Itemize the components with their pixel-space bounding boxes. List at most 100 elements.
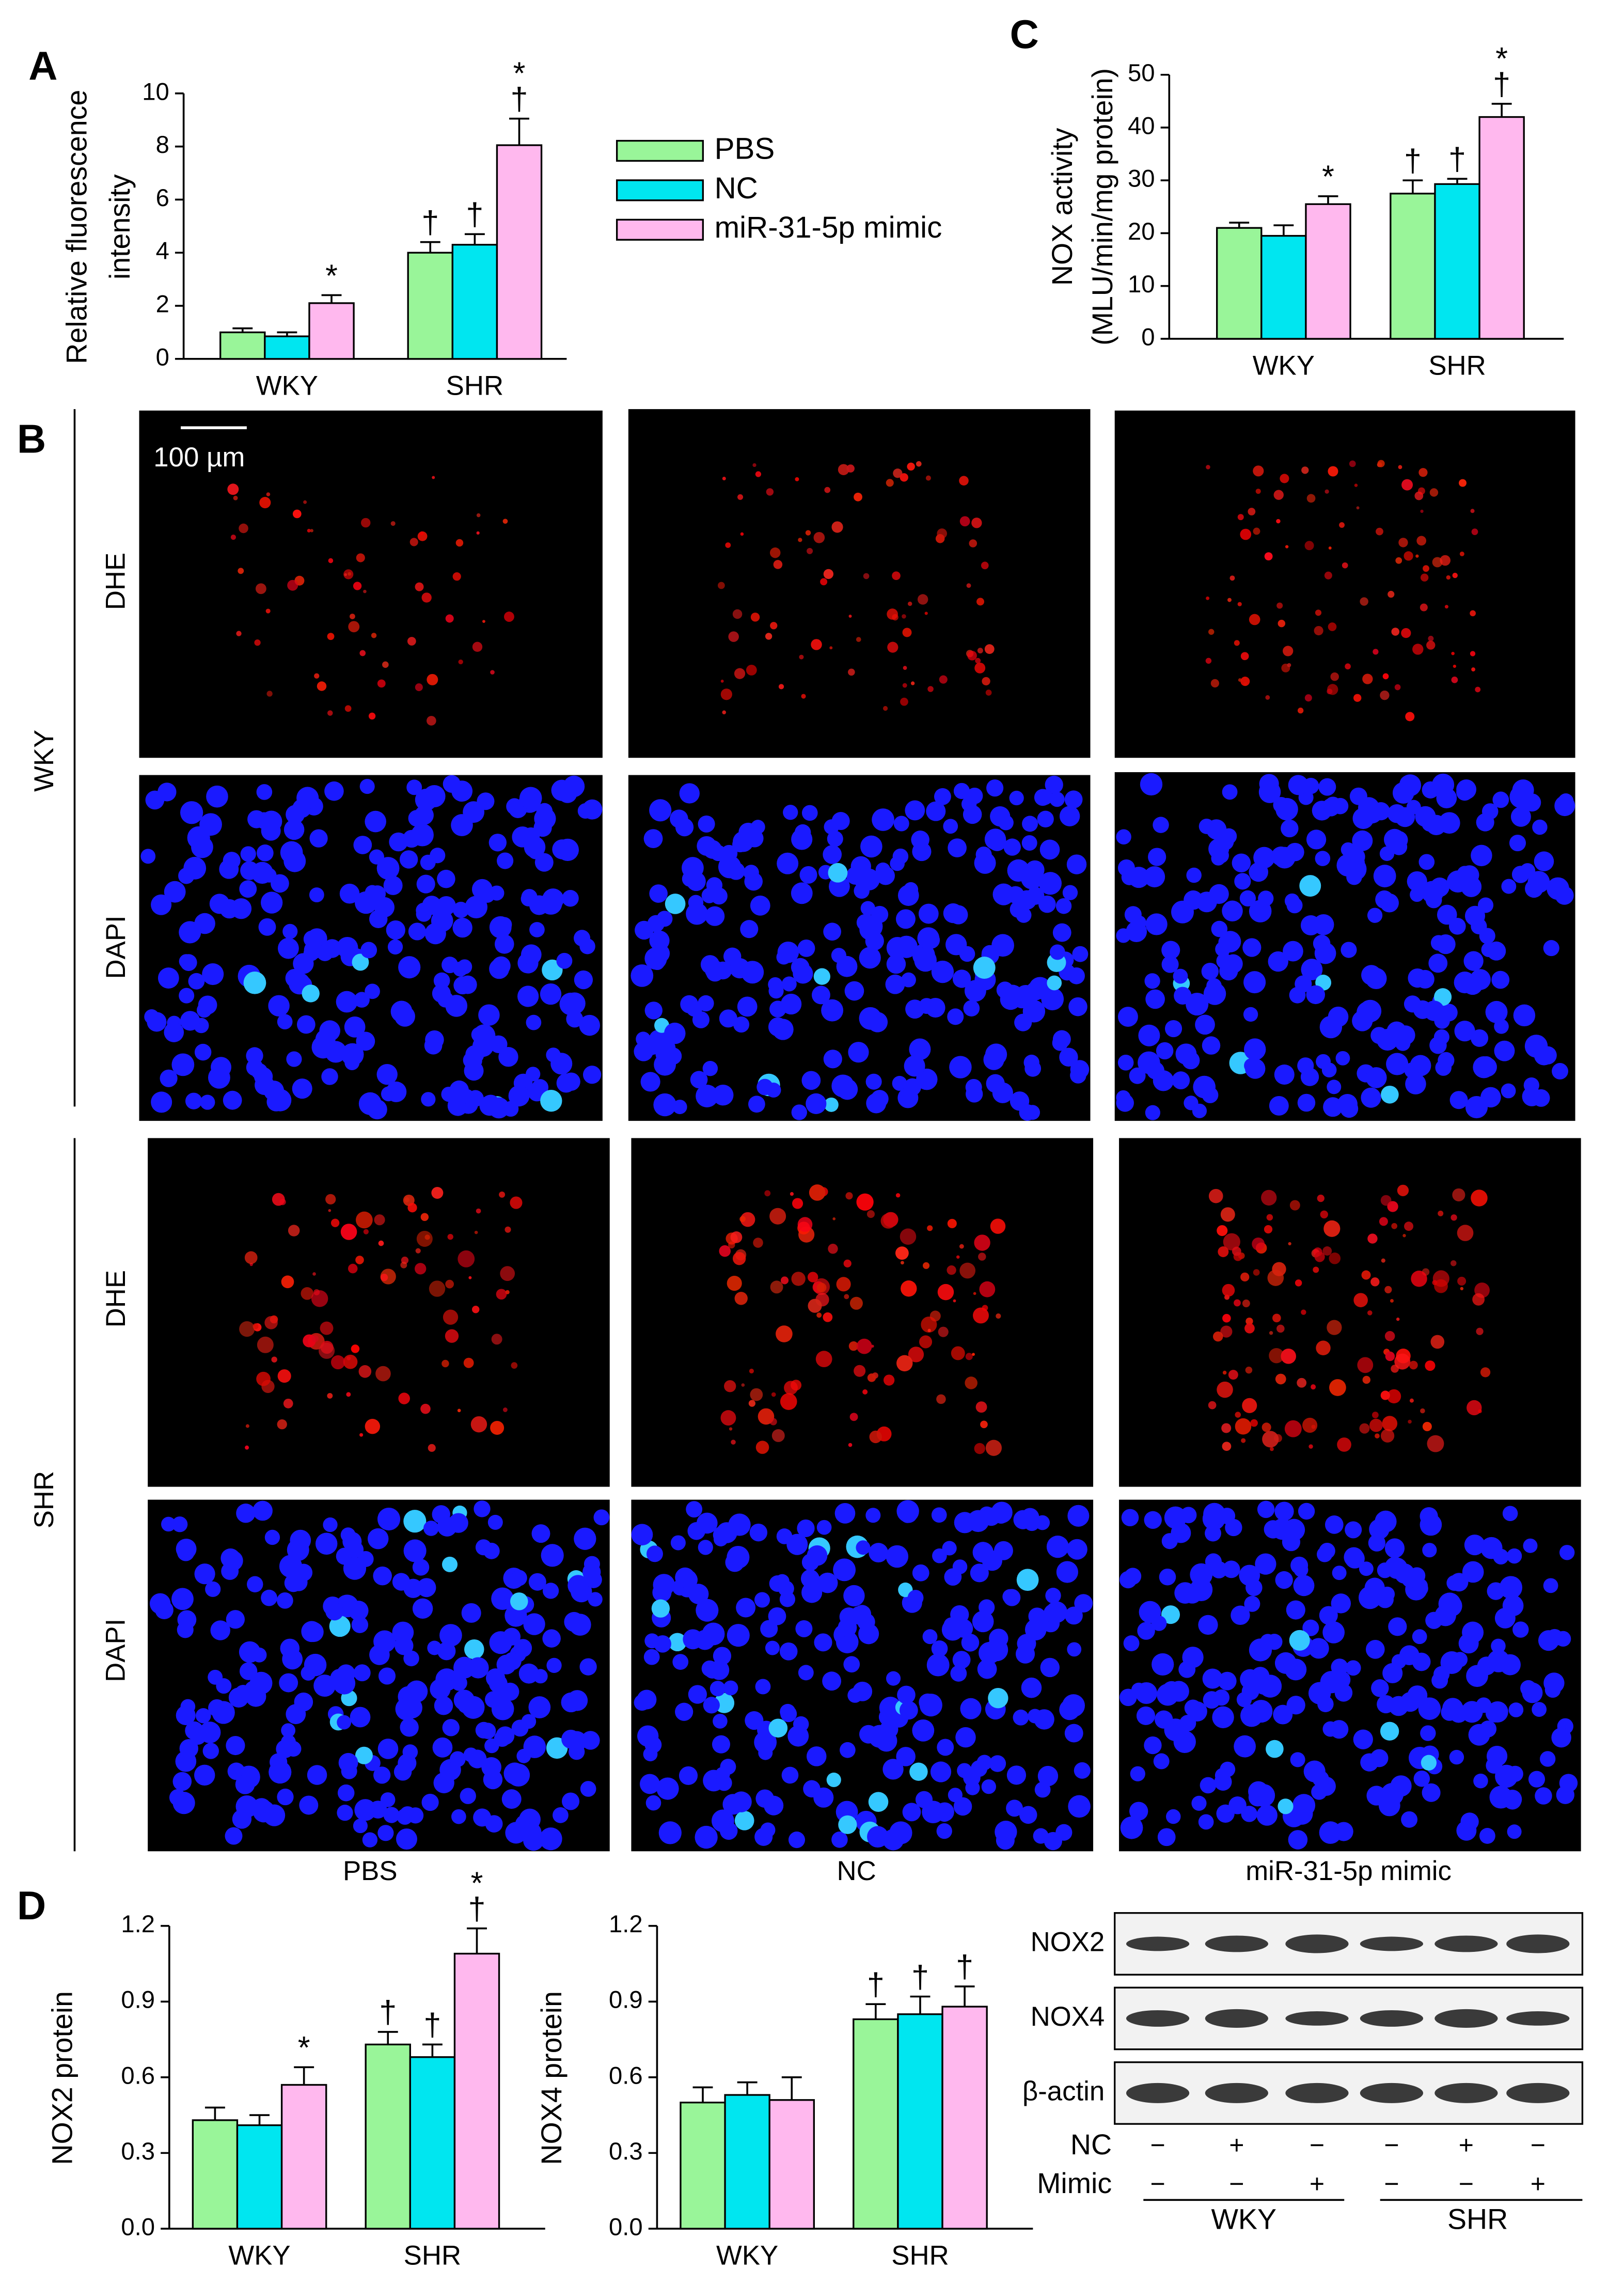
fluorescent-spot <box>1420 603 1428 612</box>
nucleus <box>399 850 418 869</box>
fluorescent-spot <box>1401 628 1411 638</box>
nucleus <box>1388 1617 1407 1636</box>
nucleus <box>579 1658 597 1676</box>
fluorescent-spot <box>1377 460 1385 467</box>
nucleus <box>1311 1783 1327 1800</box>
fluorescent-spot <box>1470 610 1476 617</box>
nucleus <box>518 1663 539 1684</box>
nucleus <box>768 1718 788 1738</box>
nucleus <box>1244 1058 1259 1073</box>
nucleus <box>498 1047 518 1067</box>
nucleus <box>936 1823 952 1839</box>
nucleus <box>1022 816 1038 832</box>
nucleus <box>793 963 813 984</box>
nucleus <box>750 820 765 834</box>
nucleus <box>1359 1561 1374 1576</box>
fluorescent-spot <box>811 639 822 650</box>
nucleus <box>266 1092 286 1112</box>
nucleus <box>996 1831 1015 1850</box>
nucleus <box>283 850 306 872</box>
nucleus <box>1492 791 1509 808</box>
fluorescent-spot <box>927 686 934 692</box>
bar <box>724 2094 770 2230</box>
fluorescent-spot <box>1228 1370 1238 1380</box>
nucleus <box>911 831 929 849</box>
nucleus <box>531 1524 550 1543</box>
fluorescent-spot <box>848 668 855 676</box>
nucleus <box>1281 819 1299 838</box>
fluorescent-spot <box>1269 1348 1284 1364</box>
fluorescent-spot <box>951 1346 965 1360</box>
nucleus <box>439 1624 462 1647</box>
nucleus <box>185 1721 204 1740</box>
nucleus <box>421 1092 436 1107</box>
nucleus <box>579 1014 601 1036</box>
nucleus <box>1487 1582 1505 1600</box>
fluorescent-spot <box>472 641 483 652</box>
nucleus <box>497 917 512 932</box>
nucleus <box>1422 1783 1441 1802</box>
fluorescent-spot <box>1472 1293 1485 1306</box>
fluorescent-spot <box>1357 1357 1374 1373</box>
nucleus <box>1387 804 1407 823</box>
nucleus <box>164 881 186 903</box>
nucleus <box>292 1078 312 1099</box>
nucleus <box>390 1000 413 1023</box>
nucleus <box>490 1035 508 1053</box>
nucleus <box>698 1540 713 1555</box>
fluorescent-spot <box>1371 1412 1379 1418</box>
image-frame <box>631 1138 1094 1487</box>
nucleus <box>1070 1067 1086 1084</box>
nucleus <box>1202 1668 1223 1689</box>
nucleus <box>949 1056 972 1078</box>
channel-label: DHE <box>101 1270 131 1327</box>
nucleus <box>984 828 1006 850</box>
nucleus <box>1146 1061 1164 1079</box>
nucleus <box>1297 1093 1316 1112</box>
nucleus <box>1501 1083 1516 1099</box>
nucleus <box>593 1509 610 1526</box>
fluorescent-spot <box>1276 602 1283 609</box>
fluorescent-spot <box>979 1281 996 1297</box>
fluorescent-spot <box>965 1353 973 1360</box>
nucleus <box>1299 875 1321 897</box>
nucleus <box>1523 1077 1539 1093</box>
nucleus <box>860 915 883 938</box>
nucleus <box>775 1574 790 1589</box>
fluorescent-spot <box>1250 1419 1258 1427</box>
nucleus <box>451 1809 466 1824</box>
nucleus <box>302 984 320 1003</box>
fluorescent-spot <box>1475 686 1481 693</box>
fluorescent-spot <box>457 1409 461 1413</box>
fluorescent-spot <box>1287 663 1291 667</box>
fluorescent-spot <box>1272 1313 1281 1323</box>
nucleus <box>1222 1560 1240 1578</box>
fluorescent-spot <box>856 1193 874 1211</box>
nucleus <box>526 1067 541 1082</box>
fluorescent-spot <box>420 1213 429 1221</box>
nucleus <box>1390 831 1408 849</box>
fluorescent-spot <box>923 1262 930 1269</box>
fluorescent-spot <box>973 1307 989 1324</box>
nucleus <box>177 1621 194 1638</box>
nucleus <box>882 1759 904 1780</box>
fluorescent-spot <box>265 608 271 614</box>
micrograph <box>148 1138 610 1487</box>
nucleus <box>1491 971 1510 989</box>
fluorescent-spot <box>824 487 831 493</box>
nucleus <box>1144 866 1165 887</box>
fluorescent-spot <box>1415 554 1419 558</box>
fluorescent-spot <box>1276 1324 1285 1333</box>
fluorescent-spot <box>974 1234 990 1251</box>
fluorescent-spot <box>1220 1207 1235 1222</box>
nucleus <box>1068 1795 1091 1818</box>
nucleus <box>831 812 850 831</box>
nucleus <box>1525 879 1543 898</box>
fluorescent-spot <box>328 558 334 564</box>
nucleus <box>1157 1683 1179 1706</box>
fluorescent-spot <box>799 654 804 660</box>
fluorescent-spot <box>287 580 298 591</box>
fluorescent-spot <box>1380 1195 1392 1206</box>
nucleus <box>972 1610 994 1633</box>
nucleus <box>1200 1777 1217 1794</box>
